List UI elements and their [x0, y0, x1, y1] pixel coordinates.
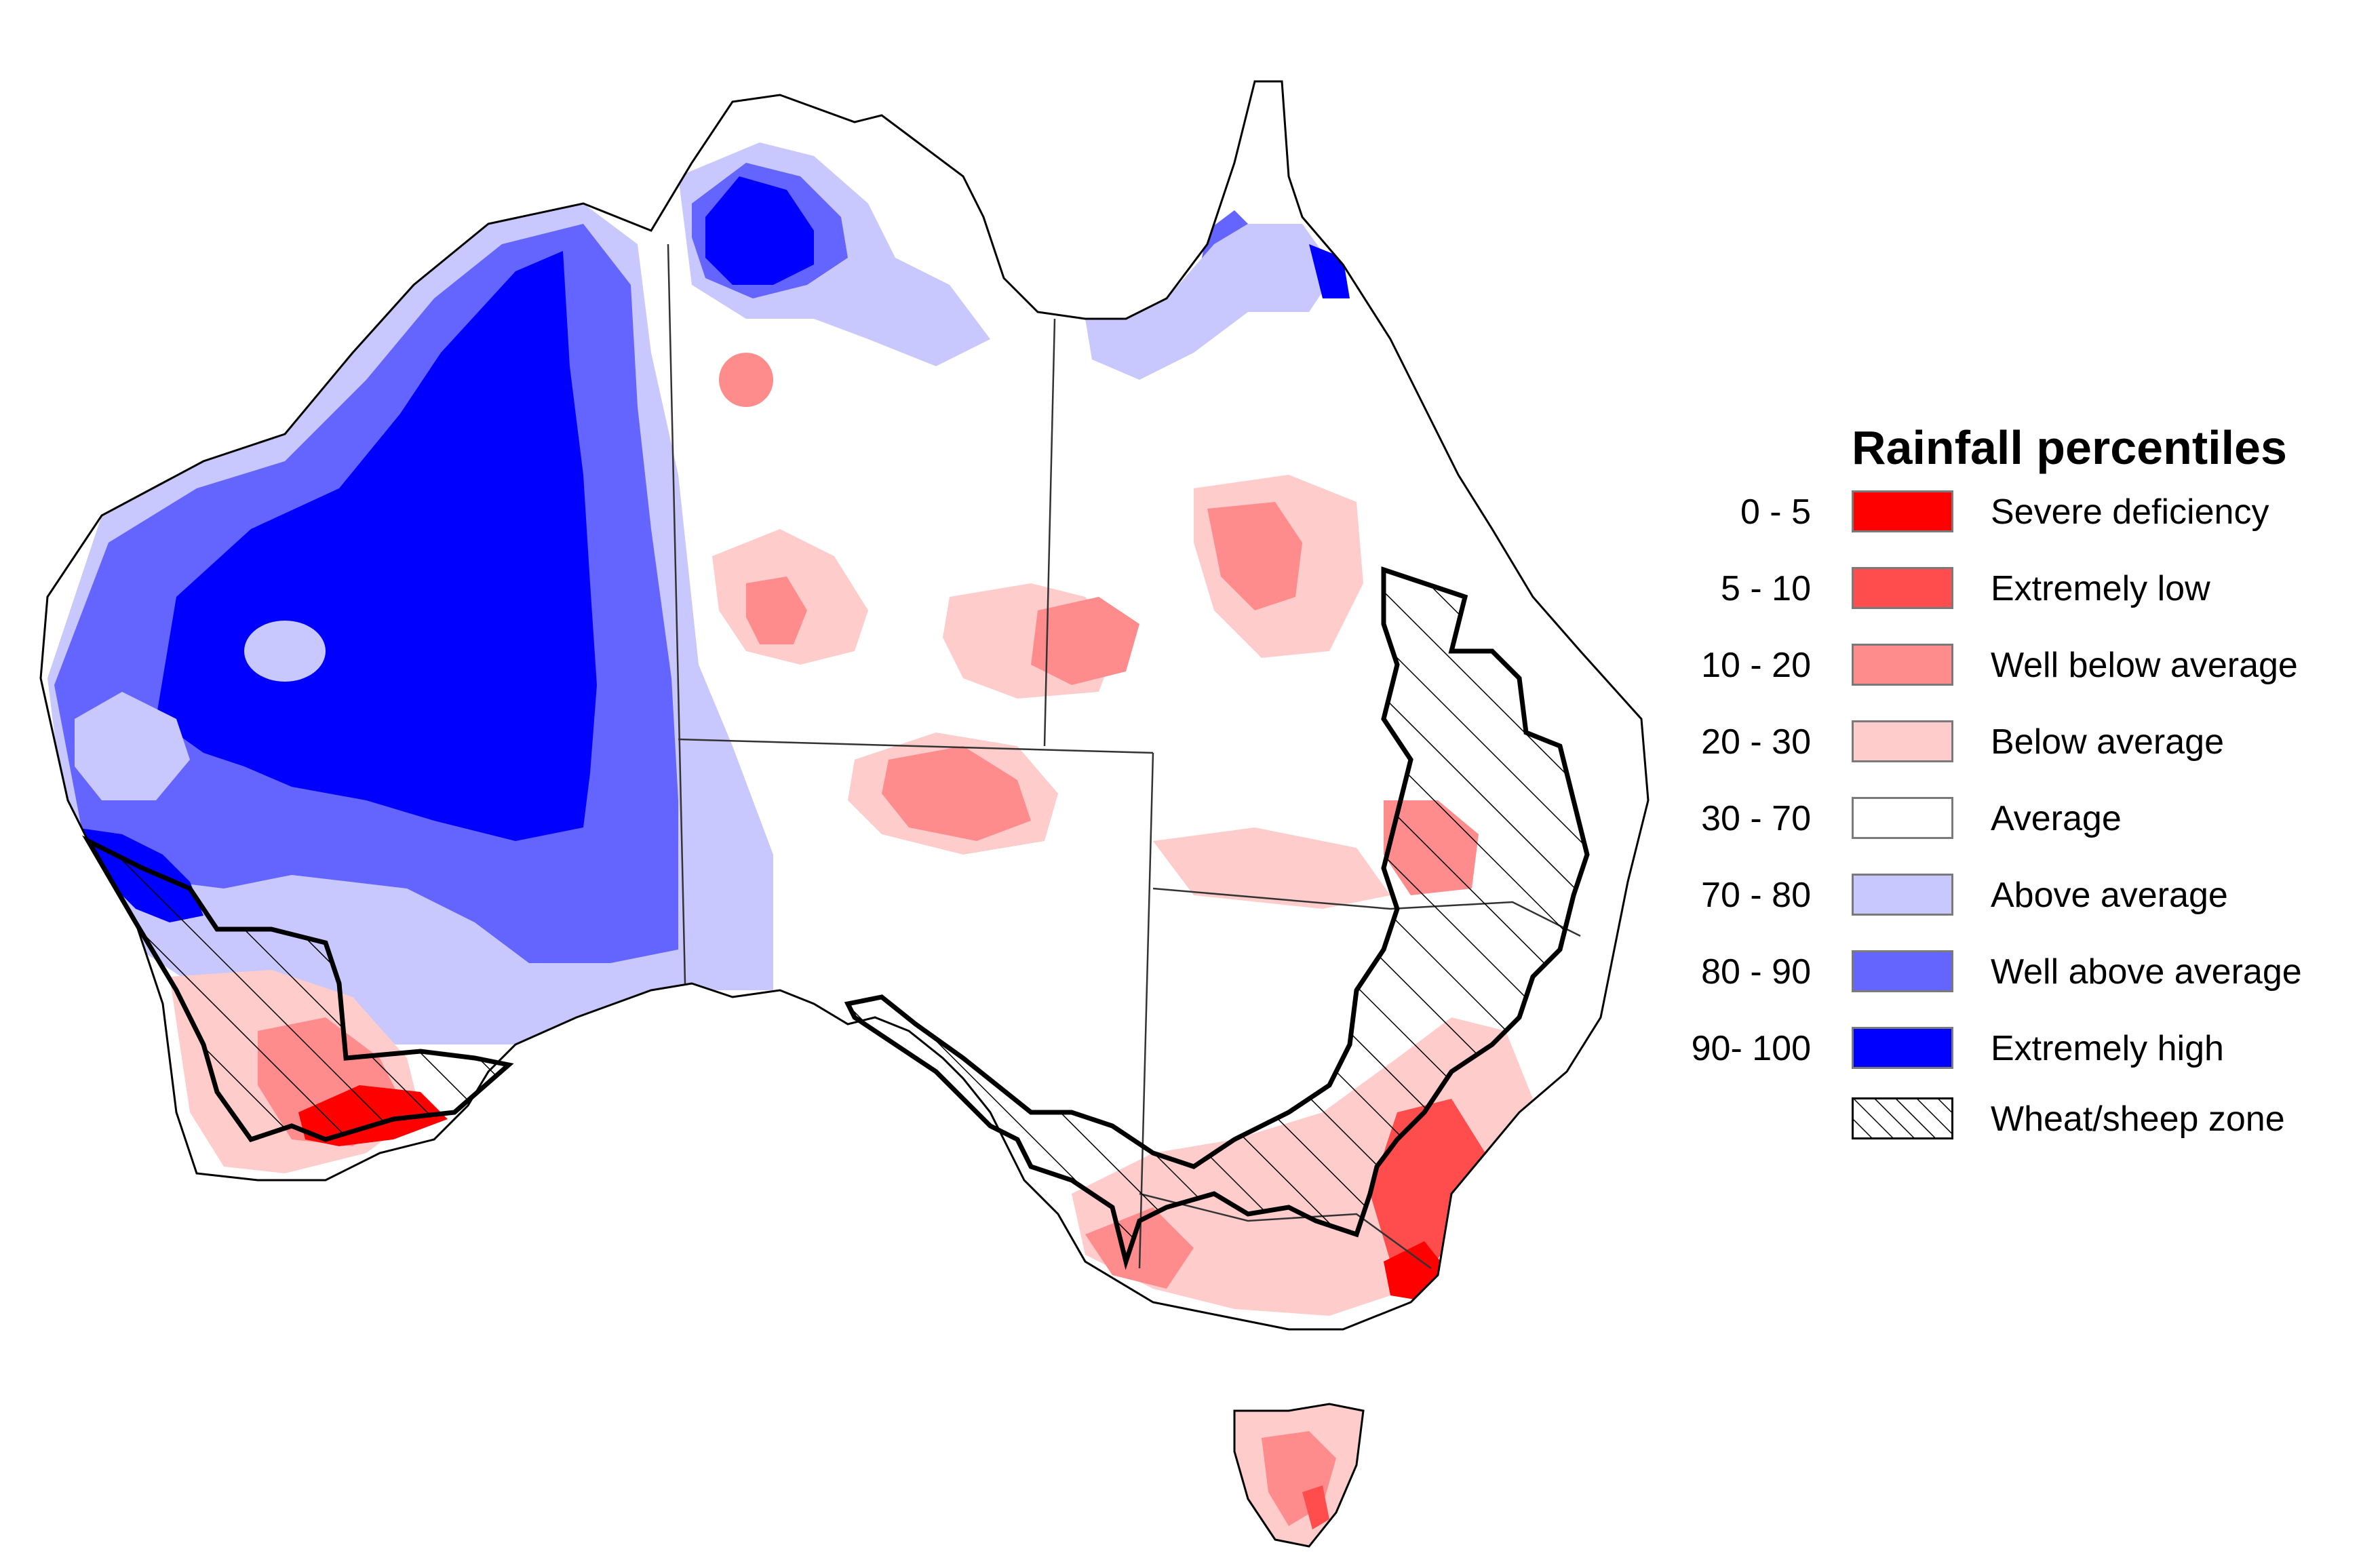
legend-range: 0 - 5: [1740, 492, 1811, 532]
region-nt-well-below-1: [746, 577, 807, 644]
legend-swatch: [1852, 567, 1953, 609]
australia-rainfall-map: [39, 80, 1650, 1548]
border-nt-sa: [678, 738, 1154, 754]
legend-label: Well above average: [1991, 952, 2302, 992]
legend-item: 5 - 10 Extremely low: [1682, 562, 2374, 616]
legend-item: 20 - 30 Below average: [1682, 715, 2374, 769]
wheat-sheep-zone-wa: [82, 835, 514, 1143]
border-wa-nt-sa: [667, 243, 686, 984]
legend-item: 70 - 80 Above average: [1682, 868, 2374, 922]
region-nt-extremely-high: [705, 176, 814, 285]
wheat-sheep-zone-east: [844, 566, 1590, 1270]
legend-label: Extremely low: [1991, 569, 2210, 608]
legend-label: Above average: [1991, 876, 2228, 915]
legend-item-zone: Wheat/sheep zone: [1682, 1092, 2374, 1146]
region-sa-well-below: [882, 746, 1031, 841]
legend-range: 90- 100: [1691, 1029, 1811, 1068]
region-nt-south-well-below: [1031, 597, 1139, 685]
tasmania: [1233, 1403, 1365, 1548]
legend-range: 30 - 70: [1701, 799, 1811, 838]
legend-item: 80 - 90 Well above average: [1682, 945, 2374, 999]
legend-label: Extremely high: [1991, 1029, 2224, 1068]
region-qld-cape-above: [1085, 224, 1336, 380]
region-qld-nsw-below: [1153, 827, 1390, 909]
hatch-swatch: [1852, 1097, 1953, 1139]
legend-item: 0 - 5 Severe deficiency: [1682, 485, 2374, 539]
region-qld-well-below: [1207, 502, 1302, 610]
mainland-outline: [39, 80, 1650, 1331]
region-wa-coast-above-average: [75, 692, 190, 800]
border-nt-qld: [1043, 318, 1056, 747]
wheat-sheep-zone: [82, 566, 1590, 1270]
border-nsw-vic: [1139, 1192, 1432, 1270]
legend-swatch: [1852, 797, 1953, 839]
legend-label-zone: Wheat/sheep zone: [1991, 1099, 2285, 1139]
legend-swatch: [1852, 950, 1953, 992]
legend-label: Average: [1991, 799, 2122, 838]
legend-title: Rainfall percentiles: [1852, 421, 2287, 474]
legend-swatch: [1852, 644, 1953, 686]
region-nt-well-below-2: [719, 353, 773, 407]
region-wa-extremely-high: [156, 251, 597, 841]
legend-swatch: [1852, 874, 1953, 916]
legend-range: 80 - 90: [1701, 952, 1811, 992]
legend-label: Severe deficiency: [1991, 492, 2269, 532]
legend-item: 30 - 70 Average: [1682, 792, 2374, 846]
legend-swatch: [1852, 490, 1953, 532]
legend-label: Well below average: [1991, 646, 2298, 685]
legend-range: 5 - 10: [1721, 569, 1811, 608]
region-wa-inland-above-average: [244, 621, 326, 682]
map-legend: Rainfall percentiles 0 - 5 Severe defici…: [1682, 407, 2374, 1187]
legend-swatch: [1852, 720, 1953, 762]
legend-item: 90- 100 Extremely high: [1682, 1021, 2374, 1076]
legend-range: 20 - 30: [1701, 722, 1811, 762]
legend-label: Below average: [1991, 722, 2224, 762]
legend-item: 10 - 20 Well below average: [1682, 638, 2374, 692]
tasmania-extremely-low: [1302, 1485, 1329, 1529]
legend-swatch: [1852, 1027, 1953, 1069]
legend-range: 10 - 20: [1701, 646, 1811, 685]
legend-range: 70 - 80: [1701, 876, 1811, 915]
